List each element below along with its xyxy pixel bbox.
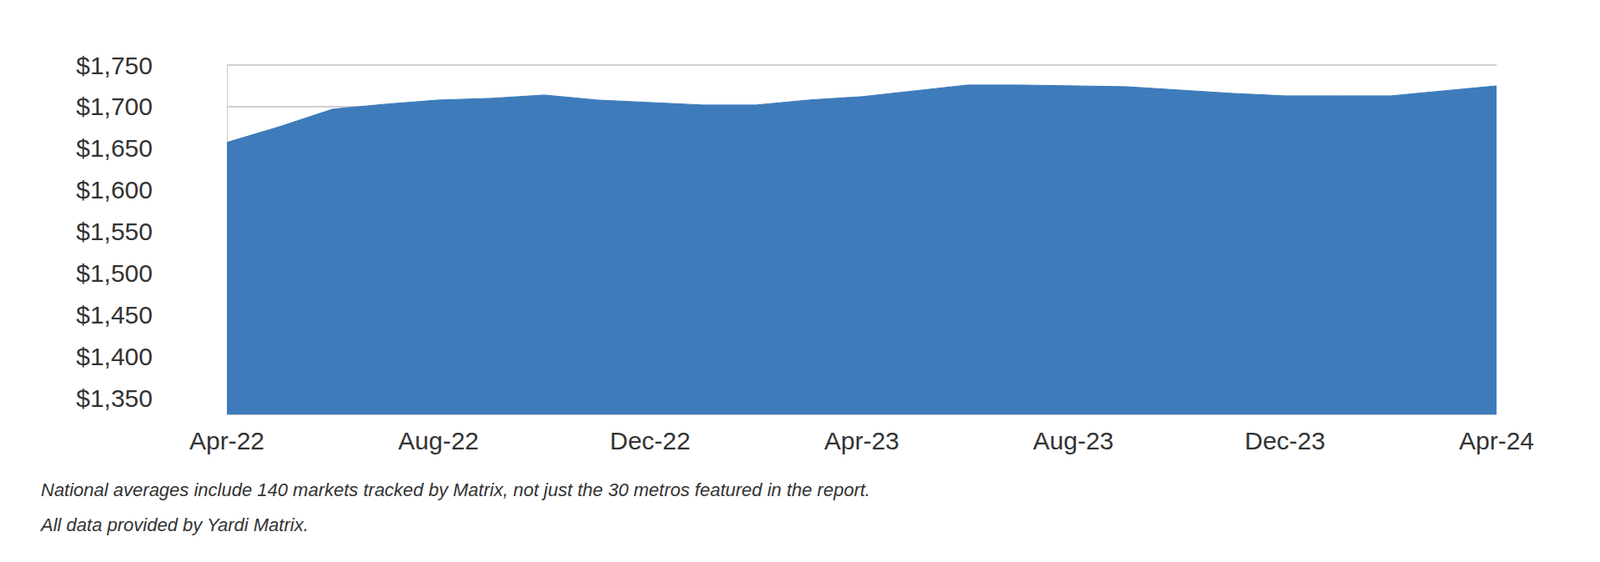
svg-text:Dec-22: Dec-22 (609, 427, 691, 455)
svg-text:All data provided by Yardi Mat: All data provided by Yardi Matrix. (39, 514, 309, 536)
svg-text:$1,750: $1,750 (75, 51, 153, 80)
svg-text:$1,350: $1,350 (75, 384, 153, 413)
svg-text:$1,500: $1,500 (75, 259, 153, 287)
svg-text:Apr-22: Apr-22 (189, 427, 265, 455)
svg-text:$1,450: $1,450 (75, 301, 153, 329)
svg-text:$1,550: $1,550 (75, 217, 153, 246)
svg-text:$1,400: $1,400 (75, 342, 153, 371)
svg-text:$1,600: $1,600 (75, 176, 153, 204)
svg-text:Aug-23: Aug-23 (1032, 427, 1114, 455)
svg-text:National averages include 140: National averages include 140 markets tr… (40, 479, 871, 501)
svg-text:Aug-22: Aug-22 (397, 427, 479, 455)
svg-text:$1,700: $1,700 (75, 92, 153, 121)
svg-text:Apr-24: Apr-24 (1459, 427, 1535, 455)
svg-text:Apr-23: Apr-23 (824, 427, 900, 455)
svg-text:Dec-23: Dec-23 (1244, 427, 1326, 455)
svg-text:$1,650: $1,650 (75, 134, 153, 162)
